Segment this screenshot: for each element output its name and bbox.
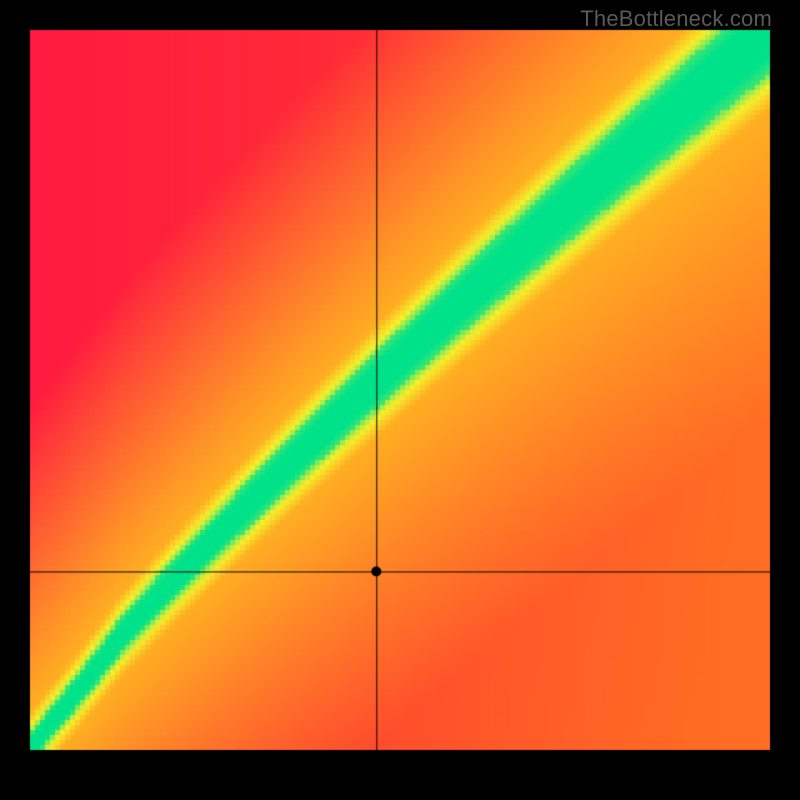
watermark-label: TheBottleneck.com <box>580 6 772 32</box>
heatmap-canvas <box>0 0 800 800</box>
chart-container: TheBottleneck.com <box>0 0 800 800</box>
